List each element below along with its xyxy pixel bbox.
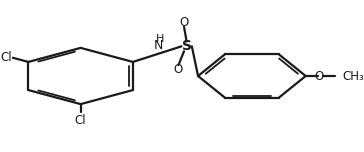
Text: Cl: Cl bbox=[75, 114, 87, 127]
Text: Cl: Cl bbox=[0, 51, 12, 64]
Text: N: N bbox=[154, 39, 163, 52]
Text: O: O bbox=[174, 63, 183, 76]
Text: H: H bbox=[155, 34, 164, 44]
Text: O: O bbox=[315, 69, 324, 83]
Text: S: S bbox=[182, 39, 191, 53]
Text: O: O bbox=[179, 16, 189, 29]
Text: CH₃: CH₃ bbox=[343, 69, 364, 83]
